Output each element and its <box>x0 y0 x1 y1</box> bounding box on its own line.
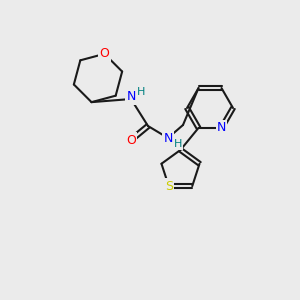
Text: S: S <box>165 180 173 193</box>
Text: O: O <box>126 134 136 146</box>
Text: H: H <box>137 87 145 97</box>
Text: N: N <box>126 91 136 103</box>
Text: N: N <box>163 131 173 145</box>
Text: H: H <box>174 139 182 149</box>
Text: O: O <box>100 47 110 60</box>
Text: N: N <box>217 122 226 134</box>
